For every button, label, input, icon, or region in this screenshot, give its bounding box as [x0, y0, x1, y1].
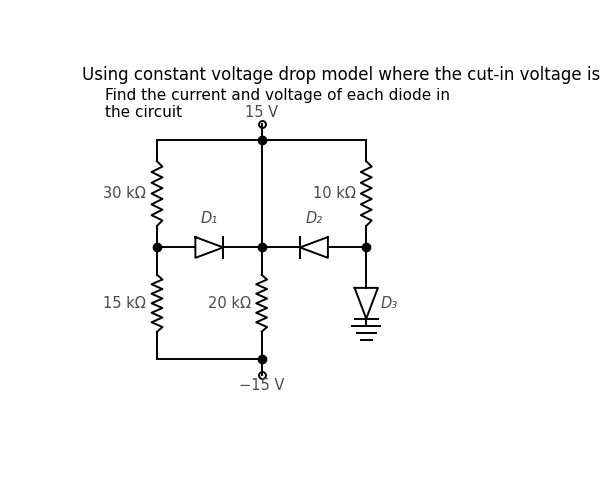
Text: Find the current and voltage of each diode in: Find the current and voltage of each dio…	[105, 88, 450, 103]
Text: Using constant voltage drop model where the cut-in voltage is 0.7V,: Using constant voltage drop model where …	[82, 67, 605, 84]
Text: 10 kΩ: 10 kΩ	[313, 186, 355, 201]
Text: D₃: D₃	[380, 296, 397, 311]
Text: 30 kΩ: 30 kΩ	[103, 186, 146, 201]
Text: D₂: D₂	[306, 211, 322, 226]
Text: D₁: D₁	[201, 211, 218, 226]
Text: 20 kΩ: 20 kΩ	[208, 296, 251, 311]
Text: 15 V: 15 V	[245, 105, 278, 121]
Text: 15 kΩ: 15 kΩ	[103, 296, 146, 311]
Text: −15 V: −15 V	[239, 378, 284, 393]
Text: the circuit: the circuit	[105, 105, 182, 120]
